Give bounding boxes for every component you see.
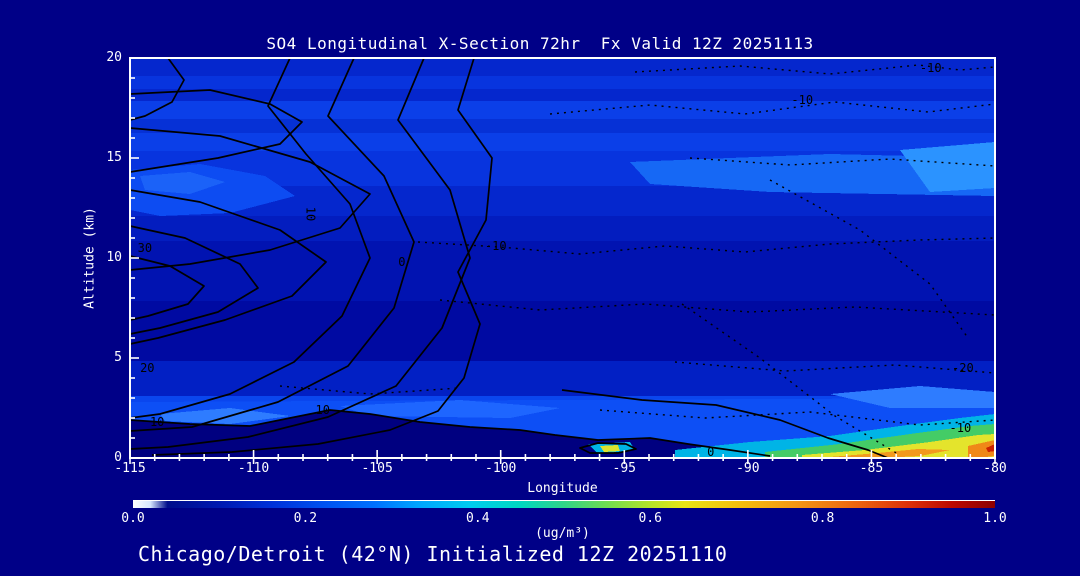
contour-label: 20	[140, 361, 154, 375]
colorbar-tick-label: 0.6	[638, 511, 662, 526]
x-tick-label: -85	[859, 461, 884, 476]
dashed-contour-lines	[279, 64, 996, 455]
solid-contour-lines	[129, 57, 889, 459]
contour-label: 30	[138, 241, 152, 255]
y-tick-label: 5	[114, 350, 122, 365]
x-tick-label: -95	[612, 461, 637, 476]
surface-plume-orange	[830, 449, 950, 458]
contour-label: -10	[791, 93, 813, 107]
colorbar-tick-label: 0.2	[293, 511, 318, 526]
initialization-caption: Chicago/Detroit (42°N) Initialized 12Z 2…	[138, 542, 728, 566]
x-tick-label: -80	[983, 461, 1007, 476]
contour-label: 0	[707, 445, 714, 459]
contour-label: 10	[303, 207, 317, 221]
contour-value-labels: 30 20 10 10 10 0 0 -10 -10 -10 -20 -10	[138, 61, 974, 459]
y-tick-label: 0	[114, 450, 122, 465]
x-tick-label: -110	[237, 461, 270, 476]
contour-plot-canvas: 30 20 10 10 10 0 0 -10 -10 -10 -20 -10	[129, 57, 996, 464]
colorbar-tick-label: 1.0	[983, 511, 1007, 526]
so4-fill-field	[130, 58, 995, 458]
plot-frame	[129, 57, 996, 459]
x-axis-label: Longitude	[527, 481, 598, 496]
y-tick-label: 15	[106, 150, 122, 165]
contour-label: 10	[316, 403, 330, 417]
x-tick-label: -105	[361, 461, 393, 476]
x-tick-label: -90	[736, 461, 760, 476]
colorbar-tick-label: 0.8	[810, 511, 835, 526]
cross-section-plot: 30 20 10 10 10 0 0 -10 -10 -10 -20 -10	[129, 57, 996, 464]
contour-label: -10	[920, 61, 942, 75]
y-tick-label: 20	[106, 50, 122, 65]
contour-label: -20	[952, 361, 974, 375]
x-tick-label: -100	[485, 461, 517, 476]
colorbar-tick-labels: 0.0 0.2 0.4 0.6 0.8 1.0	[121, 511, 1006, 526]
contour-label: -10	[485, 239, 507, 253]
colorbar-tick-label: 0.4	[466, 511, 490, 526]
contour-label: 10	[150, 415, 164, 429]
x-tick-label: -115	[114, 461, 146, 476]
contour-label: 0	[398, 255, 405, 269]
x-tick-labels: -115 -110 -105 -100 -95 -90 -85 -80	[114, 461, 1006, 477]
plot-title: SO4 Longitudinal X-Section 72hr Fx Valid…	[266, 34, 814, 53]
surface-plume-yellow	[802, 434, 995, 458]
colorbar	[133, 500, 995, 508]
colorbar-units-label: (ug/m³)	[535, 526, 590, 541]
colorbar-tick-label: 0.0	[121, 511, 145, 526]
y-tick-label: 10	[106, 250, 122, 265]
contour-label: -10	[950, 421, 972, 435]
y-tick-labels: 0 5 10 15 20	[88, 50, 124, 465]
